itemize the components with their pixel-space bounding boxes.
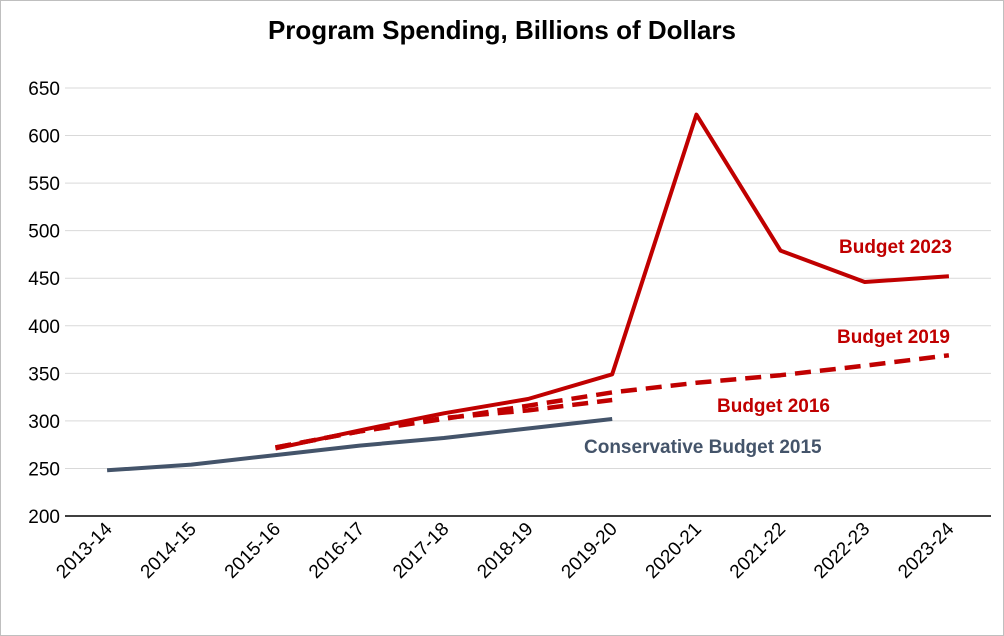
x-tick-label: 2022-23: [810, 519, 874, 583]
x-tick-label: 2014-15: [137, 519, 201, 583]
x-tick-label: 2021-22: [726, 519, 790, 583]
y-tick-label: 500: [28, 222, 60, 243]
series-label-budget-2016: Budget 2016: [717, 396, 830, 417]
y-tick-label: 400: [28, 317, 60, 338]
series-line-budget-2023: [275, 112, 950, 451]
series-line-budget-2019: [275, 353, 950, 450]
series-label-conservative-budget-2015: Conservative Budget 2015: [584, 437, 822, 458]
x-tick-label: 2019-20: [558, 519, 622, 583]
x-tick-label: 2017-18: [389, 519, 453, 583]
x-tick-label: 2013-14: [52, 518, 116, 582]
y-tick-label: 200: [28, 507, 60, 528]
x-tick-label: 2015-16: [221, 519, 285, 583]
series-line-conservative-budget-2015: [106, 417, 613, 473]
y-tick-label: 450: [28, 269, 60, 290]
x-tick-label: 2020-21: [642, 519, 706, 583]
y-tick-label: 550: [28, 174, 60, 195]
y-tick-label: 350: [28, 364, 60, 385]
series-label-budget-2019: Budget 2019: [837, 327, 950, 348]
y-tick-label: 250: [28, 459, 60, 480]
series-label-budget-2023: Budget 2023: [839, 237, 952, 258]
x-tick-label: 2016-17: [305, 519, 369, 583]
x-tick-label: 2023-24: [894, 518, 958, 582]
x-tick-label: 2018-19: [473, 519, 537, 583]
y-tick-label: 300: [28, 412, 60, 433]
chart-title: Program Spending, Billions of Dollars: [267, 15, 737, 45]
y-tick-label: 600: [28, 127, 60, 148]
y-tick-label: 650: [28, 79, 60, 100]
